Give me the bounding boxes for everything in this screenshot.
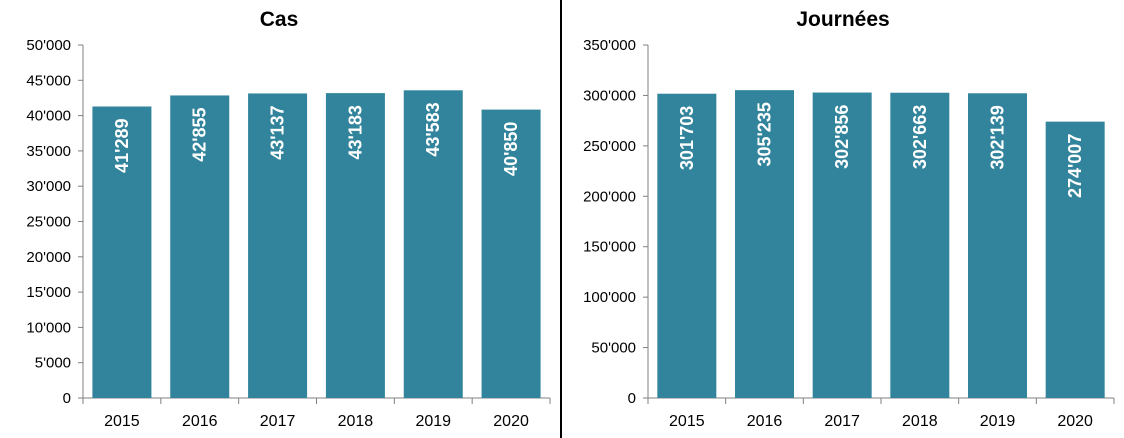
chart-title: Journées xyxy=(796,8,889,31)
x-tick-label: 2017 xyxy=(824,413,860,430)
data-label: 302'856 xyxy=(832,105,852,169)
y-tick-label: 30'000 xyxy=(26,178,71,195)
bar-2020 xyxy=(1045,121,1105,398)
bar-2017 xyxy=(248,93,308,398)
data-label: 305'235 xyxy=(755,102,775,166)
bar-2019 xyxy=(403,90,463,398)
x-tick-label: 2016 xyxy=(747,413,783,430)
y-tick-label: 100'000 xyxy=(583,289,636,306)
data-label: 43'583 xyxy=(423,102,443,156)
x-tick-label: 2020 xyxy=(493,413,529,430)
chart-panel-journees: Journées 0 50'000 100'000 150'000 200'000 250'… xyxy=(583,8,1115,430)
y-tick-label: 20'000 xyxy=(26,249,71,266)
bar-2018 xyxy=(890,92,950,399)
bar-2018 xyxy=(325,93,385,398)
x-tick-label: 2018 xyxy=(338,413,374,430)
y-tick-label: 0 xyxy=(628,390,636,407)
y-tick-label: 40'000 xyxy=(26,108,71,125)
y-tick-label: 50'000 xyxy=(591,340,636,357)
x-tick-label: 2018 xyxy=(902,413,938,430)
y-tick-label: 0 xyxy=(63,390,71,407)
data-label: 43'183 xyxy=(345,105,365,159)
y-tick-label: 35'000 xyxy=(26,143,71,160)
data-label: 274'007 xyxy=(1065,134,1085,198)
y-tick-label: 350'000 xyxy=(583,37,636,54)
x-tick-label: 2015 xyxy=(104,413,140,430)
y-tick-label: 200'000 xyxy=(583,188,636,205)
bar-2015 xyxy=(92,106,152,398)
y-tick-label: 25'000 xyxy=(26,214,71,231)
y-tick-label: 150'000 xyxy=(583,239,636,256)
bar-2019 xyxy=(968,93,1027,398)
x-tick-label: 2015 xyxy=(669,413,705,430)
chart-panel-cas: Cas 0 5'000 10'000 15'000 20'000 25'000 30'000 3… xyxy=(26,8,551,430)
x-tick-label: 2016 xyxy=(182,413,218,430)
data-label: 302'139 xyxy=(988,105,1008,169)
y-tick-label: 50'000 xyxy=(26,37,71,54)
x-tick-label: 2019 xyxy=(415,413,451,430)
data-label: 301'703 xyxy=(677,106,697,170)
y-tick-label: 10'000 xyxy=(26,319,71,336)
y-tick-label: 300'000 xyxy=(583,87,636,104)
x-tick-label: 2017 xyxy=(260,413,296,430)
bar-2016 xyxy=(735,90,794,399)
data-label: 40'850 xyxy=(501,122,521,176)
y-tick-label: 250'000 xyxy=(583,138,636,155)
data-label: 302'663 xyxy=(910,105,930,169)
y-tick-label: 5'000 xyxy=(35,355,71,372)
x-tick-label: 2020 xyxy=(1057,413,1093,430)
data-label: 41'289 xyxy=(112,118,132,172)
y-tick-label: 15'000 xyxy=(26,284,71,301)
bar-2015 xyxy=(657,93,717,399)
chart-title: Cas xyxy=(260,8,299,31)
data-label: 42'855 xyxy=(190,107,210,161)
bar-2020 xyxy=(481,109,541,398)
y-tick-label: 45'000 xyxy=(26,72,71,89)
x-tick-label: 2019 xyxy=(980,413,1016,430)
bar-2016 xyxy=(170,95,230,399)
data-label: 43'137 xyxy=(268,105,288,159)
bar-2017 xyxy=(812,92,872,398)
